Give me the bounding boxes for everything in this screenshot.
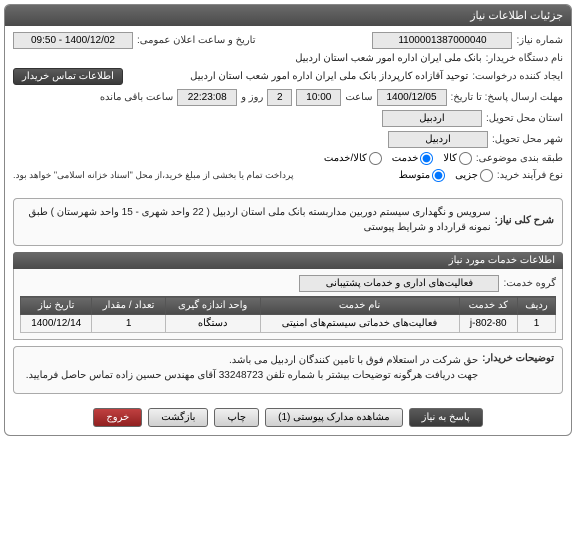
th-date: تاریخ نیاز [21, 297, 92, 315]
td-row: 1 [518, 315, 556, 333]
table-row: 1 j-802-80 فعالیت‌های خدماتی سیستم‌های ا… [21, 315, 556, 333]
buyer-notes-label: توضیحات خریدار: [482, 353, 554, 364]
delivery-city-label: شهر محل تحویل: [492, 134, 563, 145]
radio-goods-service[interactable]: کالا/خدمت [324, 152, 382, 165]
description-text: سرویس و نگهداری سیستم دوربین مداربسته با… [22, 205, 491, 235]
delivery-city-value: اردبیل [388, 131, 488, 148]
td-code: j-802-80 [459, 315, 518, 333]
subject-class-label: طبقه بندی موضوعی: [476, 153, 563, 164]
description-label: شرح کلی نیاز: [495, 215, 554, 226]
description-box: شرح کلی نیاز: سرویس و نگهداری سیستم دورب… [13, 198, 563, 246]
services-header: اطلاعات خدمات مورد نیاز [13, 252, 563, 269]
buyer-org-value: بانک ملی ایران اداره امور شعب استان اردب… [295, 53, 481, 64]
back-button[interactable]: بازگشت [148, 408, 208, 427]
service-group-value: فعالیت‌های اداری و خدمات پشتیبانی [299, 275, 499, 292]
table-header-row: ردیف کد خدمت نام خدمت واحد اندازه گیری ت… [21, 297, 556, 315]
delivery-province-label: استان محل تحویل: [486, 113, 563, 124]
need-number-label: شماره نیاز: [516, 35, 563, 46]
buyer-notes-text: حق شرکت در استعلام فوق با تامین کنندگان … [26, 353, 478, 383]
payment-note: پرداخت تمام یا بخشی از مبلغ خرید،از محل … [13, 170, 293, 181]
respond-button[interactable]: پاسخ به نیاز [409, 408, 483, 427]
td-date: 1400/12/14 [21, 315, 92, 333]
services-section: اطلاعات خدمات مورد نیاز گروه خدمت: فعالی… [13, 252, 563, 340]
button-bar: پاسخ به نیاز مشاهده مدارک پیوستی (1) چاپ… [5, 400, 571, 435]
print-button[interactable]: چاپ [214, 408, 259, 427]
radio-medium[interactable]: متوسط [399, 169, 445, 182]
days-label: روز و [241, 92, 263, 103]
delivery-province-value: اردبیل [382, 110, 482, 127]
announce-label: تاریخ و ساعت اعلان عمومی: [137, 35, 256, 46]
panel-title: جزئیات اطلاعات نیاز [5, 5, 571, 26]
deadline-time: 10:00 [296, 89, 341, 106]
deadline-date: 1400/12/05 [377, 89, 447, 106]
subject-class-radios: کالا خدمت کالا/خدمت [324, 152, 472, 165]
th-unit: واحد اندازه گیری [165, 297, 260, 315]
process-type-radios: جزیی متوسط [399, 169, 493, 182]
th-row: ردیف [518, 297, 556, 315]
process-type-label: نوع فرآیند خرید: [497, 170, 563, 181]
contact-info-button[interactable]: اطلاعات تماس خریدار [13, 68, 123, 85]
announce-value: 1400/12/02 - 09:50 [13, 32, 133, 49]
td-unit: دستگاه [165, 315, 260, 333]
radio-partial[interactable]: جزیی [455, 169, 493, 182]
radio-goods[interactable]: کالا [443, 152, 472, 165]
requester-label: ایجاد کننده درخواست: [472, 71, 563, 82]
th-code: کد خدمت [459, 297, 518, 315]
time-remaining: 22:23:08 [177, 89, 237, 106]
services-table: ردیف کد خدمت نام خدمت واحد اندازه گیری ت… [20, 296, 556, 333]
need-number-value: 1100001387000040 [372, 32, 512, 49]
th-name: نام خدمت [260, 297, 459, 315]
remain-label: ساعت باقی مانده [100, 92, 173, 103]
main-panel: جزئیات اطلاعات نیاز شماره نیاز: 11000013… [4, 4, 572, 436]
deadline-label: مهلت ارسال پاسخ: تا تاریخ: [451, 92, 563, 103]
service-group-label: گروه خدمت: [503, 278, 556, 289]
exit-button[interactable]: خروج [93, 408, 142, 427]
time-label-1: ساعت [345, 92, 372, 103]
th-qty: تعداد / مقدار [92, 297, 165, 315]
td-qty: 1 [92, 315, 165, 333]
attachments-button[interactable]: مشاهده مدارک پیوستی (1) [265, 408, 403, 427]
days-remaining: 2 [267, 89, 292, 106]
requester-value: توحید آقازاده کارپرداز بانک ملی ایران اد… [190, 71, 468, 82]
buyer-org-label: نام دستگاه خریدار: [486, 53, 563, 64]
buyer-notes-box: توضیحات خریدار: حق شرکت در استعلام فوق ب… [13, 346, 563, 394]
td-name: فعالیت‌های خدماتی سیستم‌های امنیتی [260, 315, 459, 333]
form-area: شماره نیاز: 1100001387000040 تاریخ و ساع… [5, 26, 571, 192]
radio-service[interactable]: خدمت [392, 152, 434, 165]
